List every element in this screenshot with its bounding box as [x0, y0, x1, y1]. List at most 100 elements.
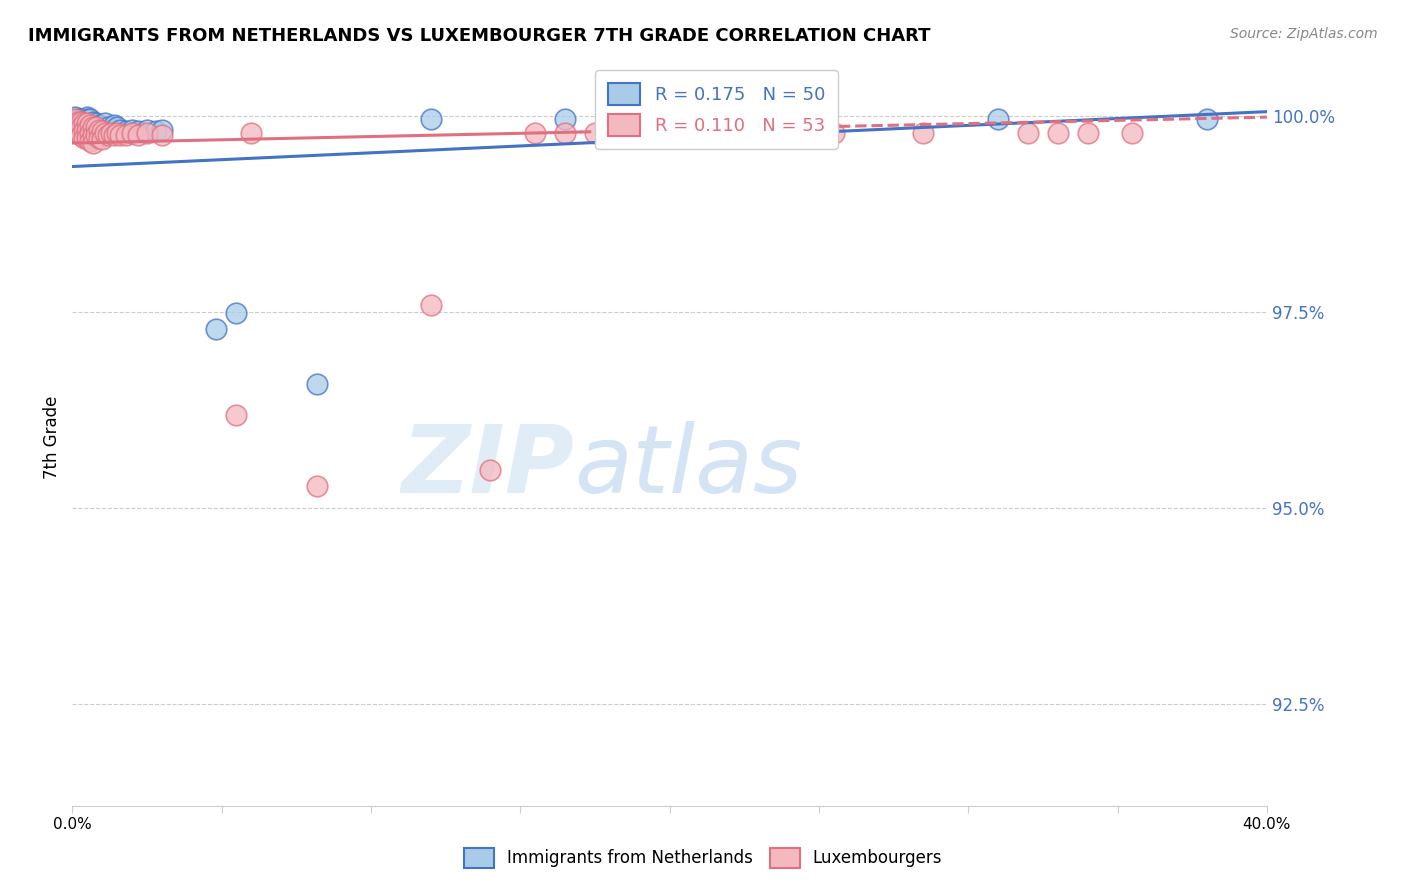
Point [70, 120, 93, 135]
Point [100, 126, 122, 140]
Point [1046, 126, 1069, 140]
Point [91, 128, 114, 143]
Point [145, 124, 167, 138]
Point [76, 118, 98, 132]
Point [524, 126, 547, 140]
Point [87, 122, 110, 136]
Point [70, 115, 93, 129]
Point [554, 126, 576, 140]
Point [82, 128, 104, 143]
Point [70, 112, 93, 127]
Point [419, 298, 441, 312]
Point [127, 128, 149, 143]
Point [115, 128, 138, 143]
Point [79, 130, 101, 145]
Point [82, 128, 104, 143]
Point [76, 116, 98, 130]
Point [987, 112, 1010, 127]
Point [70, 115, 93, 129]
Point [67, 112, 90, 127]
Point [76, 124, 98, 138]
Point [79, 126, 101, 140]
Point [419, 112, 441, 127]
Point [67, 126, 90, 140]
Point [135, 122, 157, 136]
Point [91, 124, 114, 138]
Point [94, 124, 117, 138]
Point [67, 120, 90, 135]
Point [108, 128, 131, 143]
Point [554, 112, 576, 127]
Point [94, 116, 117, 130]
Point [87, 126, 110, 140]
Point [79, 118, 101, 132]
Point [91, 132, 114, 146]
Point [105, 120, 128, 135]
Point [73, 115, 96, 129]
Point [84, 122, 107, 136]
Point [79, 112, 101, 127]
Point [479, 463, 502, 477]
Point [67, 120, 90, 135]
Point [79, 124, 101, 138]
Point [84, 128, 107, 143]
Point [70, 128, 93, 143]
Point [73, 130, 96, 145]
Point [84, 116, 107, 130]
Legend: Immigrants from Netherlands, Luxembourgers: Immigrants from Netherlands, Luxembourge… [457, 841, 949, 875]
Point [63, 110, 86, 124]
Point [1121, 126, 1143, 140]
Point [87, 118, 110, 132]
Point [225, 306, 247, 320]
Point [135, 126, 157, 140]
Text: IMMIGRANTS FROM NETHERLANDS VS LUXEMBOURGER 7TH GRADE CORRELATION CHART: IMMIGRANTS FROM NETHERLANDS VS LUXEMBOUR… [28, 27, 931, 45]
Point [87, 130, 110, 145]
Text: Source: ZipAtlas.com: Source: ZipAtlas.com [1230, 27, 1378, 41]
Point [73, 122, 96, 136]
Point [97, 128, 120, 143]
Point [79, 134, 101, 148]
Point [204, 322, 226, 336]
Point [73, 128, 96, 143]
Point [73, 120, 96, 135]
Point [823, 126, 845, 140]
Point [150, 122, 173, 136]
Point [76, 110, 98, 124]
Point [103, 118, 125, 132]
Point [84, 120, 107, 135]
Point [63, 118, 86, 132]
Point [67, 115, 90, 129]
Point [67, 126, 90, 140]
Point [613, 126, 636, 140]
Point [688, 126, 710, 140]
Point [121, 122, 143, 136]
Point [63, 118, 86, 132]
Point [70, 120, 93, 135]
Point [225, 408, 247, 422]
Point [1197, 112, 1219, 127]
Point [583, 126, 606, 140]
Point [307, 376, 329, 391]
Point [115, 124, 138, 138]
Point [100, 122, 122, 136]
Point [73, 116, 96, 130]
Point [912, 126, 935, 140]
Point [82, 115, 104, 129]
Point [105, 126, 128, 140]
Point [103, 128, 125, 143]
Point [82, 120, 104, 135]
Point [91, 120, 114, 135]
Point [82, 136, 104, 150]
Point [82, 120, 104, 135]
Point [76, 122, 98, 136]
Point [97, 120, 120, 135]
Point [79, 118, 101, 132]
Point [240, 126, 263, 140]
Point [127, 124, 149, 138]
Point [1077, 126, 1099, 140]
Point [76, 130, 98, 145]
Text: ZIP: ZIP [401, 420, 574, 513]
Point [63, 112, 86, 127]
Point [1017, 126, 1039, 140]
Point [150, 128, 173, 143]
